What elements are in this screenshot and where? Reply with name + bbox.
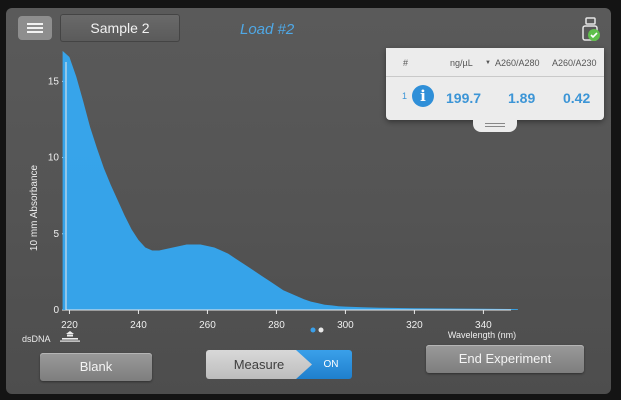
- handle-line: [485, 123, 505, 124]
- x-tick-label: 260: [199, 320, 216, 331]
- load-title: Load #2: [240, 21, 295, 38]
- x-tick-label: 300: [337, 320, 354, 331]
- column-header-number: #: [403, 58, 409, 68]
- measure-toggle[interactable]: Measure ON: [206, 350, 352, 379]
- absorbance-chart: 0 5 10 15 220 240 260 280 300 320 340 10 mm Absor…: [29, 50, 518, 340]
- menu-button[interactable]: [18, 16, 52, 40]
- sort-icon[interactable]: ▼: [485, 60, 491, 66]
- column-header-a260-a280: A260/A280: [495, 58, 540, 68]
- pedestal-icon: [60, 331, 80, 342]
- row-index: 1: [402, 91, 408, 101]
- x-tick-label: 220: [61, 320, 78, 331]
- x-tick-label: 320: [406, 320, 423, 331]
- hamburger-line: [27, 31, 43, 33]
- drawer-handle[interactable]: [473, 120, 517, 132]
- y-tick-label: 0: [53, 305, 59, 316]
- concentration-value: 199.7: [446, 90, 482, 106]
- sample-tab[interactable]: Sample 2: [60, 14, 180, 42]
- end-experiment-button[interactable]: End Experiment: [426, 345, 584, 373]
- x-tick-label: 240: [130, 320, 147, 331]
- measure-label[interactable]: Measure: [206, 350, 312, 379]
- instrument-screen: Sample 2 Load #2 0 5 10 15 220 240 260 280 300 3…: [6, 8, 611, 394]
- y-tick-label: 10: [48, 153, 60, 164]
- info-icon[interactable]: i: [412, 85, 434, 107]
- column-header-concentration[interactable]: ng/µL: [450, 58, 473, 68]
- a260-a280-value: 1.89: [508, 90, 536, 106]
- hamburger-line: [27, 27, 43, 29]
- sample-status-icon[interactable]: [579, 16, 603, 44]
- page-indicator[interactable]: [310, 327, 326, 333]
- page-dot-active[interactable]: [310, 327, 316, 333]
- results-table: # ng/µL ▼ A260/A280 A260/A230 1 i 199.7 …: [386, 48, 604, 132]
- page-dot[interactable]: [318, 327, 324, 333]
- y-tick-label: 5: [53, 229, 59, 240]
- a260-a230-value: 0.42: [563, 90, 591, 106]
- spectrum-area: [62, 50, 518, 311]
- x-axis-label: Wavelength (nm): [448, 330, 516, 340]
- x-tick-label: 280: [268, 320, 285, 331]
- column-header-a260-a230: A260/A230: [552, 58, 597, 68]
- y-tick-label: 15: [48, 76, 60, 87]
- y-axis-label: 10 mm Absorbance: [29, 164, 40, 251]
- application-label: dsDNA: [22, 334, 51, 344]
- header-divider: [386, 76, 604, 77]
- hamburger-menu-icon: [27, 23, 43, 25]
- handle-line: [485, 126, 505, 127]
- blank-button[interactable]: Blank: [40, 353, 152, 381]
- x-tick-label: 340: [475, 320, 492, 331]
